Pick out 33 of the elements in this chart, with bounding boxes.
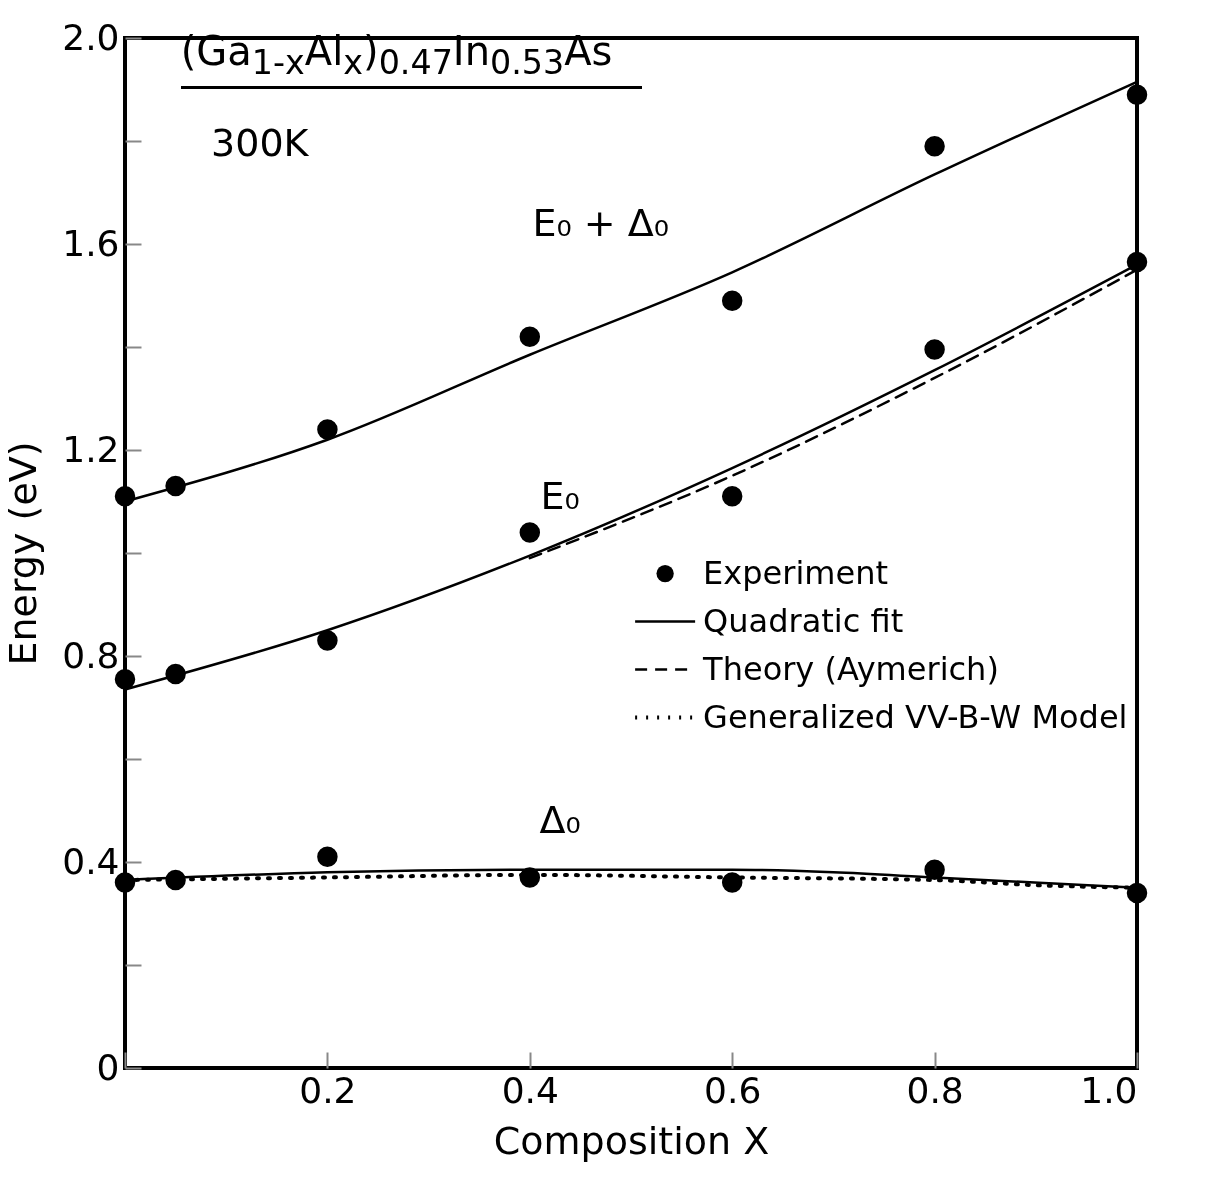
- legend-label: Quadratic fit: [703, 601, 904, 640]
- legend-label: Experiment: [703, 553, 889, 592]
- point: [317, 630, 338, 651]
- y-tick-label: 0.8: [62, 634, 120, 676]
- x-axis-title: Composition X: [493, 1118, 770, 1163]
- y-tick-label: 1.2: [62, 428, 120, 470]
- annotation: E₀ + Δ₀: [532, 201, 669, 245]
- point: [519, 522, 541, 543]
- text: 300K: [211, 121, 309, 165]
- y-axis-title: Energy (eV): [1, 441, 46, 666]
- point: [924, 135, 945, 157]
- y-tick-label: 0: [96, 1046, 120, 1088]
- point: [721, 290, 743, 311]
- annotation: Δ₀: [539, 798, 581, 843]
- x-tick-label: 1.0: [1080, 1069, 1138, 1111]
- legend-label: Generalized VV-B-W Model: [703, 697, 1128, 736]
- point: [317, 846, 338, 868]
- point: [317, 419, 338, 440]
- y-tick-label: 0.4: [62, 840, 120, 882]
- point: [721, 486, 743, 507]
- point: [114, 668, 136, 690]
- point: [1126, 84, 1148, 105]
- point: [924, 339, 945, 360]
- legend-label: Theory (Aymerich): [702, 649, 999, 688]
- x-tick-label: 0.8: [906, 1069, 964, 1111]
- point: [519, 326, 541, 347]
- point: [721, 872, 743, 893]
- y-tick-label: 2.0: [62, 16, 120, 58]
- x-tick-label: 0.2: [299, 1069, 357, 1111]
- x-tick-label: 0.4: [501, 1069, 559, 1111]
- y-tick-label: 1.6: [62, 222, 120, 264]
- annotation: E₀: [540, 473, 580, 518]
- x-tick-label: 0.6: [704, 1069, 762, 1111]
